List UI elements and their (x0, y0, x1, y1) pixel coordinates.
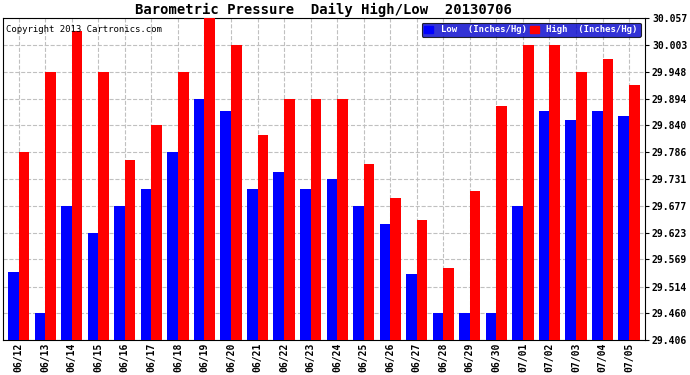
Bar (204, 18, 215, 340)
Bar (391, 198, 401, 340)
Bar (549, 45, 560, 340)
Bar (353, 206, 364, 340)
Bar (178, 72, 188, 340)
Bar (167, 152, 178, 340)
Bar (88, 233, 98, 340)
Bar (326, 179, 337, 340)
Bar (231, 45, 241, 340)
Bar (629, 85, 640, 340)
Bar (273, 172, 284, 340)
Bar (565, 120, 576, 340)
Bar (539, 111, 549, 340)
Bar (72, 32, 82, 340)
Bar (433, 314, 444, 340)
Bar (523, 45, 533, 340)
Bar (151, 125, 162, 340)
Bar (592, 111, 602, 340)
Bar (247, 189, 257, 340)
Bar (34, 314, 46, 340)
Bar (417, 220, 427, 340)
Bar (257, 135, 268, 340)
Bar (602, 58, 613, 340)
Bar (300, 189, 310, 340)
Bar (284, 99, 295, 340)
Bar (61, 206, 72, 340)
Bar (8, 272, 19, 340)
Bar (141, 189, 151, 340)
Bar (364, 164, 375, 340)
Text: Copyright 2013 Cartronics.com: Copyright 2013 Cartronics.com (6, 24, 162, 33)
Bar (220, 111, 231, 340)
Bar (406, 274, 417, 340)
Bar (310, 99, 322, 340)
Legend: Low  (Inches/Hg), High  (Inches/Hg): Low (Inches/Hg), High (Inches/Hg) (422, 22, 640, 37)
Bar (496, 106, 507, 340)
Bar (444, 268, 454, 340)
Bar (470, 191, 480, 340)
Bar (618, 116, 629, 340)
Bar (513, 206, 523, 340)
Bar (98, 72, 109, 340)
Bar (576, 72, 586, 340)
Bar (46, 72, 56, 340)
Bar (194, 99, 204, 340)
Bar (380, 224, 391, 340)
Bar (486, 314, 496, 340)
Bar (115, 206, 125, 340)
Bar (460, 314, 470, 340)
Bar (19, 152, 29, 340)
Bar (337, 99, 348, 340)
Bar (125, 160, 135, 340)
Title: Barometric Pressure  Daily High/Low  20130706: Barometric Pressure Daily High/Low 20130… (135, 3, 513, 17)
